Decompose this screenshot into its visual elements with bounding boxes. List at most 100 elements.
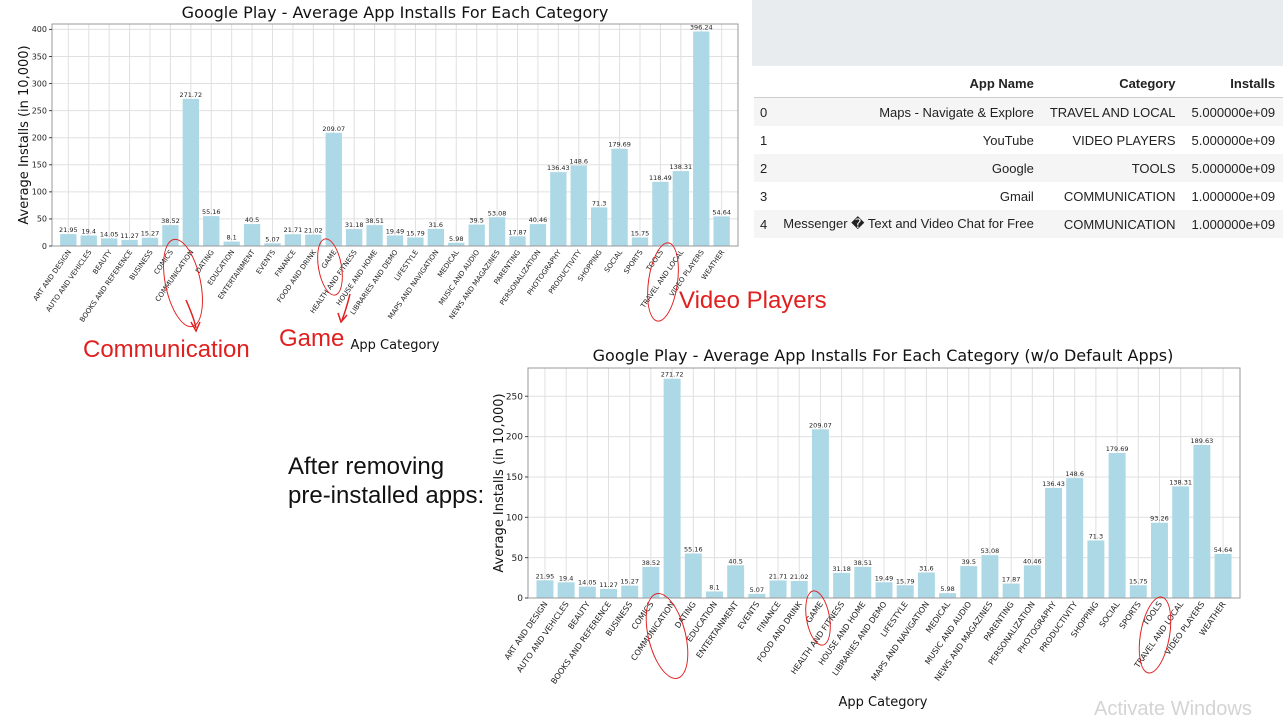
table-header-row: App Name Category Installs — [754, 70, 1283, 98]
chart2-data-label: 179.69 — [1106, 445, 1129, 453]
chart2-bar — [536, 580, 554, 598]
chart1-bar — [427, 228, 444, 246]
chart2-data-label: 21.71 — [769, 572, 788, 580]
chart1-data-label: 5.07 — [265, 235, 279, 243]
chart2-y-tick-label: 50 — [512, 554, 524, 564]
chart2-data-label: 55.16 — [684, 545, 703, 553]
communication-arrow — [185, 299, 197, 329]
installs-cell: 1.000000e+09 — [1191, 216, 1276, 232]
chart1-data-label: 21.71 — [284, 226, 303, 234]
chart2-bar — [1193, 444, 1211, 598]
chart2-data-label: 93.26 — [1150, 515, 1169, 523]
category-header: Category — [1041, 70, 1184, 98]
chart1-data-label: 179.69 — [608, 141, 631, 149]
chart1-data-label: 38.51 — [365, 217, 384, 225]
chart1-y-tick-label: 300 — [32, 79, 47, 88]
chart2-bar — [642, 566, 660, 598]
chart2-y-tick-label: 150 — [506, 473, 523, 483]
app-name-cell: Messenger � Text and Video Chat for Free — [783, 216, 1034, 231]
chart2-bar — [600, 588, 617, 598]
chart2-bar — [790, 581, 808, 598]
chart1-data-label: 8.1 — [226, 234, 236, 242]
chart2-data-label: 38.52 — [642, 559, 661, 567]
row-index: 4 — [760, 216, 768, 232]
chart2-bar — [939, 593, 957, 598]
chart2-data-label: 19.49 — [875, 574, 894, 582]
chart2-data-label: 148.6 — [1065, 470, 1084, 478]
chart2-bar — [769, 580, 787, 598]
chart2-bar — [875, 582, 893, 598]
chart1-x-tick-label: SOCIAL — [603, 248, 624, 274]
chart2-data-label: 19.4 — [559, 574, 573, 582]
chart1-bar — [672, 171, 689, 246]
removal-note: After removing pre-installed apps: — [288, 452, 484, 510]
chart2-bar — [811, 429, 829, 598]
chart1-bar — [203, 216, 220, 246]
category-cell: COMMUNICATION — [1063, 216, 1176, 232]
chart1-data-label: 38.52 — [161, 217, 180, 225]
chart1-x-tick-label: SPORTS — [622, 248, 645, 275]
chart1-data-label: 40.46 — [529, 216, 548, 224]
chart1-data-label: 55.16 — [202, 208, 221, 216]
chart2-bar — [621, 585, 639, 598]
chart2-bar — [1151, 522, 1168, 598]
chart2-data-label: 189.63 — [1190, 437, 1213, 445]
chart1-bar — [121, 239, 138, 246]
chart1-bar — [60, 234, 77, 246]
app-name-cell: Maps - Navigate & Explore — [879, 104, 1034, 120]
chart2-bar — [557, 582, 575, 598]
chart1-title: Google Play - Average App Installs For E… — [182, 3, 609, 22]
chart1-x-axis-label: App Category — [351, 338, 440, 353]
chart1-data-label: 39.5 — [469, 217, 483, 225]
chart1-data-label: 15.75 — [631, 229, 650, 237]
chart2-bar — [833, 572, 851, 598]
chart2-bar — [1108, 452, 1126, 598]
chart1-bar — [264, 243, 281, 246]
row-index: 0 — [760, 104, 768, 120]
chart1-data-label: 19.49 — [386, 227, 405, 235]
activation-watermark: Activate Windows — [1094, 698, 1252, 720]
row-index: 2 — [760, 160, 768, 176]
chart1-y-tick-label: 150 — [32, 161, 47, 170]
table-row: 0 Maps - Navigate & Explore TRAVEL AND L… — [754, 97, 1283, 126]
chart1-bar — [652, 181, 669, 246]
chart1-data-label: 40.5 — [245, 216, 259, 224]
chart2-data-label: 5.98 — [940, 585, 954, 593]
chart1-bar — [509, 236, 526, 246]
chart1-y-tick-label: 50 — [37, 215, 47, 224]
chart2-data-label: 21.95 — [536, 572, 555, 580]
app-name-cell: YouTube — [982, 132, 1034, 148]
chart1-y-tick-label: 250 — [32, 106, 47, 115]
chart2-data-label: 31.6 — [919, 564, 933, 572]
chart2-data-label: 17.87 — [1002, 576, 1021, 584]
video-players-annotation: Video Players — [679, 287, 827, 314]
chart2-data-label: 136.43 — [1042, 480, 1065, 488]
chart1-data-label: 271.72 — [179, 91, 202, 99]
chart2-bar — [706, 591, 723, 598]
chart1-data-label: 71.3 — [592, 199, 606, 207]
chart1-plot-frame — [51, 23, 739, 247]
chart2-bar — [1066, 478, 1084, 598]
chart2-data-label: 14.05 — [578, 579, 597, 587]
chart2-bar — [981, 555, 999, 598]
installs-cell: 5.000000e+09 — [1191, 104, 1276, 120]
chart2-bar — [684, 553, 702, 598]
chart1-data-label: 209.07 — [322, 125, 345, 133]
chart1-y-tick-label: 0 — [42, 242, 47, 251]
chart1-y-tick-label: 100 — [32, 188, 47, 197]
row-index: 1 — [760, 132, 768, 148]
chart2-bar — [727, 565, 745, 598]
chart2-y-tick-label: 0 — [517, 594, 523, 604]
chart1-y-tick-label: 400 — [32, 25, 47, 34]
chart1-x-tick-label: ENTERTAINMENT — [217, 248, 258, 301]
chart2-x-tick-label: SPORTS — [1118, 600, 1143, 631]
chart2-bar — [960, 566, 978, 598]
chart1-data-label: 31.18 — [345, 221, 364, 229]
chart1-bar — [448, 242, 465, 246]
chart2-bar — [1214, 553, 1232, 598]
chart2-data-label: 39.5 — [962, 558, 976, 566]
chart2-bar — [1002, 583, 1020, 598]
chart1-bar — [468, 224, 485, 246]
table-row: 1 YouTube VIDEO PLAYERS 5.000000e+09 — [754, 126, 1283, 154]
category-cell: TRAVEL AND LOCAL — [1049, 104, 1176, 120]
